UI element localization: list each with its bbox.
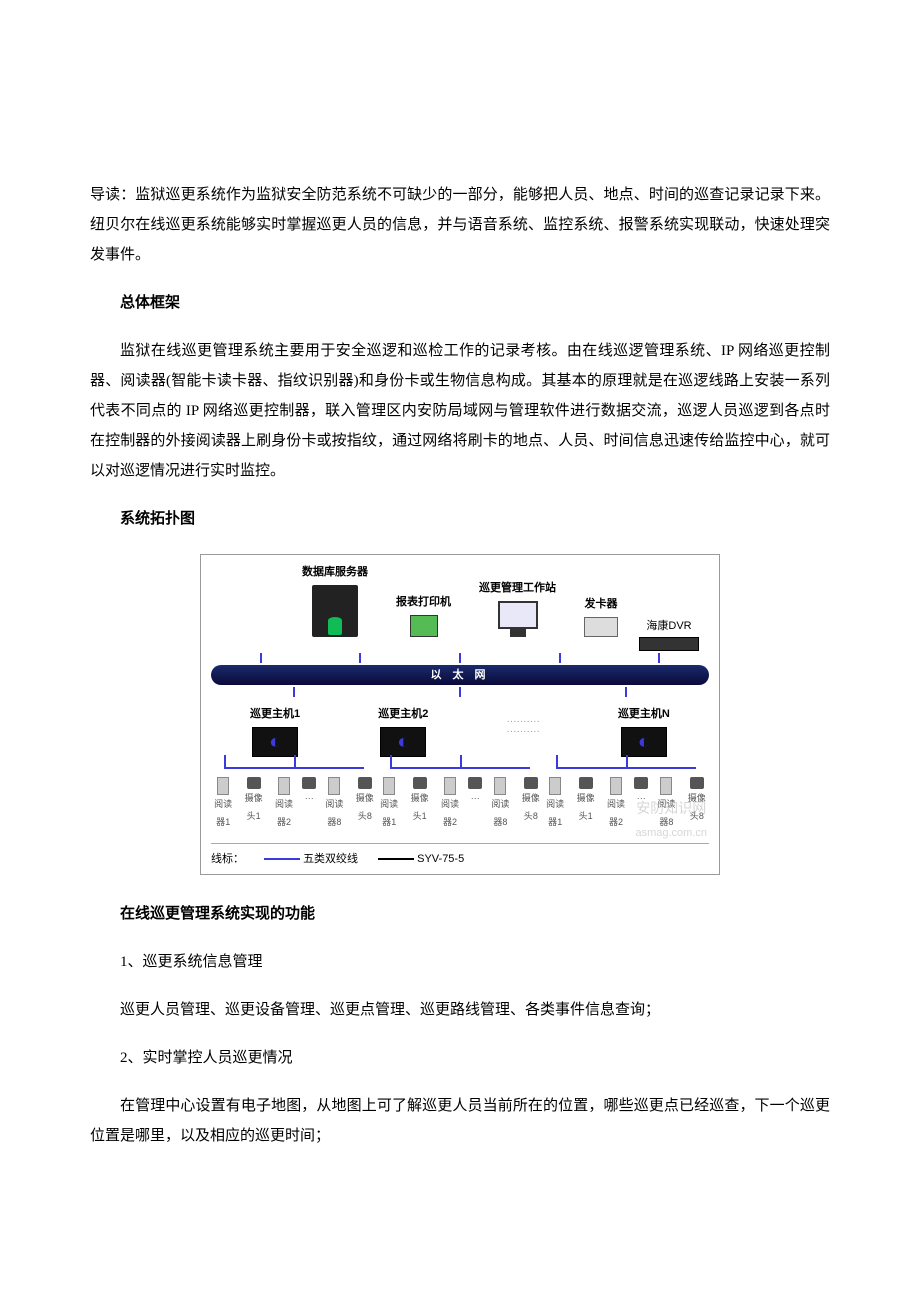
printer-icon	[410, 615, 438, 637]
host-n: 巡更主机N ◐	[618, 703, 670, 757]
reader-group-1: 阅读器1 摄像头1 阅读器2 ··· 阅读器8 摄像头8	[211, 777, 377, 831]
func2-label: 2、实时掌控人员巡更情况	[90, 1043, 830, 1073]
server-icon	[312, 585, 358, 637]
card-issuer: 发卡器	[584, 593, 618, 637]
dvr-icon	[639, 637, 699, 651]
workstation: 巡更管理工作站	[479, 577, 556, 637]
db-server: 数据库服务器	[302, 561, 368, 637]
diagram-top-row: 数据库服务器 报表打印机 巡更管理工作站 发卡器	[211, 561, 709, 637]
report-printer: 报表打印机	[396, 591, 451, 637]
func1-body: 巡更人员管理、巡更设备管理、巡更点管理、巡更路线管理、各类事件信息查询；	[90, 995, 830, 1025]
heading-framework: 总体框架	[90, 288, 830, 318]
reader-row: 阅读器1 摄像头1 阅读器2 ··· 阅读器8 摄像头8 阅读器1 摄像头1 阅…	[211, 777, 709, 831]
topology-diagram: 安防知识网 asmag.com.cn 数据库服务器 报表打印机 巡更管理工作站 …	[200, 554, 720, 875]
func1-label: 1、巡更系统信息管理	[90, 947, 830, 977]
host-ellipsis: ·········· ··········	[507, 717, 540, 757]
host-row: 巡更主机1 ◐ 巡更主机2 ◐ ·········· ·········· 巡更…	[211, 703, 709, 757]
ethernet-bus: 以 太 网	[211, 665, 709, 685]
host-2: 巡更主机2 ◐	[378, 703, 428, 757]
heading-topology: 系统拓扑图	[90, 504, 830, 534]
host-1: 巡更主机1 ◐	[250, 703, 300, 757]
reader-group-2: 阅读器1 摄像头1 阅读器2 ··· 阅读器8 摄像头8	[377, 777, 543, 831]
reader-group-n: 阅读器1 摄像头1 阅读器2 ··· 阅读器8 摄像头8	[543, 777, 709, 831]
card-issuer-icon	[584, 617, 618, 637]
func2-body: 在管理中心设置有电子地图，从地图上可了解巡更人员当前所在的位置，哪些巡更点已经巡…	[90, 1091, 830, 1151]
monitor-icon	[498, 601, 538, 629]
heading-functions: 在线巡更管理系统实现的功能	[90, 899, 830, 929]
diagram-legend: 线标： 五类双绞线 SYV-75-5	[211, 843, 709, 870]
framework-paragraph: 监狱在线巡更管理系统主要用于安全巡逻和巡检工作的记录考核。由在线巡逻管理系统、I…	[90, 336, 830, 486]
intro-paragraph: 导读：监狱巡更系统作为监狱安全防范系统不可缺少的一部分，能够把人员、地点、时间的…	[90, 180, 830, 270]
